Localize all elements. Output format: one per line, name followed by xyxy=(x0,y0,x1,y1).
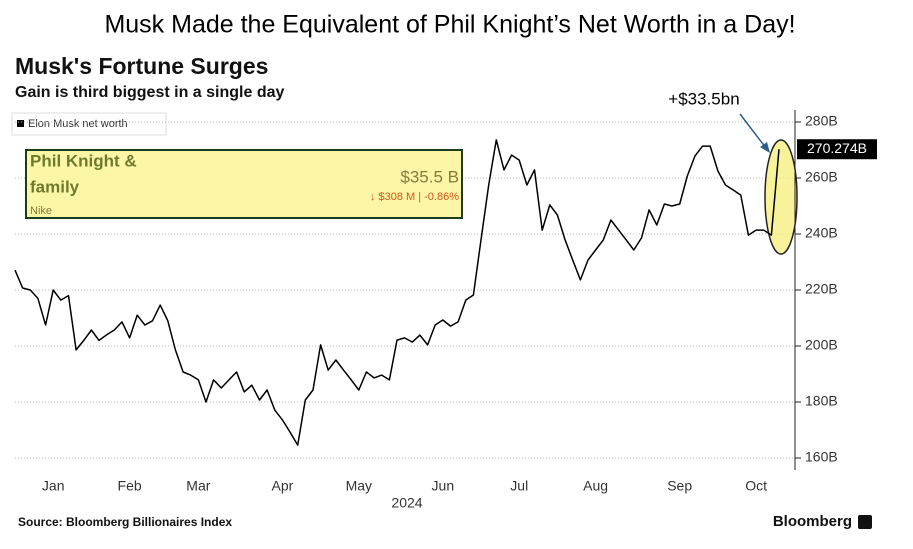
legend-box xyxy=(11,112,167,136)
card xyxy=(25,149,463,219)
y-tick-label: 200B xyxy=(805,337,838,353)
y-tick-label: 180B xyxy=(805,393,838,409)
card-worth: $35.5 B xyxy=(400,167,459,186)
highlight-ellipse xyxy=(764,139,798,255)
y-tick-label: 160B xyxy=(805,449,838,465)
line-series xyxy=(14,139,780,446)
end-label-box xyxy=(797,139,877,160)
y-tick-label: 240B xyxy=(805,225,838,241)
y-tick-label: 260B xyxy=(805,169,838,185)
x-tick-label: Apr xyxy=(272,478,294,494)
end-label: 270.274B xyxy=(807,140,867,156)
chart-subtitle: Gain is third biggest in a single day xyxy=(15,84,284,101)
brand-icon xyxy=(858,515,872,529)
x-axis-label: 2024 xyxy=(391,495,422,511)
annotation: +$33.5bn xyxy=(668,89,739,108)
card-company: Nike xyxy=(30,205,52,217)
card-name: family xyxy=(30,177,80,196)
x-tick-label: Jan xyxy=(42,478,65,494)
annotation-arrow xyxy=(739,113,767,149)
y-tick-label: 220B xyxy=(805,281,838,297)
source: Source: Bloomberg Billionaires Index xyxy=(18,515,232,529)
chart-title: Musk's Fortune Surges xyxy=(15,53,268,79)
legend-swatch xyxy=(17,120,24,127)
x-tick-label: Jun xyxy=(432,478,455,494)
x-tick-label: Mar xyxy=(186,478,210,494)
x-tick-label: May xyxy=(346,478,372,494)
headline: Musk Made the Equivalent of Phil Knight’… xyxy=(104,11,795,39)
card-name: Phil Knight & xyxy=(30,151,137,170)
x-tick-label: Oct xyxy=(745,478,767,494)
card-change: ↓ $308 M | -0.86% xyxy=(370,191,459,203)
legend-label: Elon Musk net worth xyxy=(28,118,128,130)
x-tick-label: Sep xyxy=(667,478,692,494)
x-tick-label: Feb xyxy=(118,478,142,494)
y-tick-label: 280B xyxy=(805,113,838,129)
arrow-head xyxy=(760,142,770,153)
x-tick-label: Jul xyxy=(510,478,528,494)
x-tick-label: Aug xyxy=(583,478,608,494)
brand: Bloomberg xyxy=(773,513,852,530)
